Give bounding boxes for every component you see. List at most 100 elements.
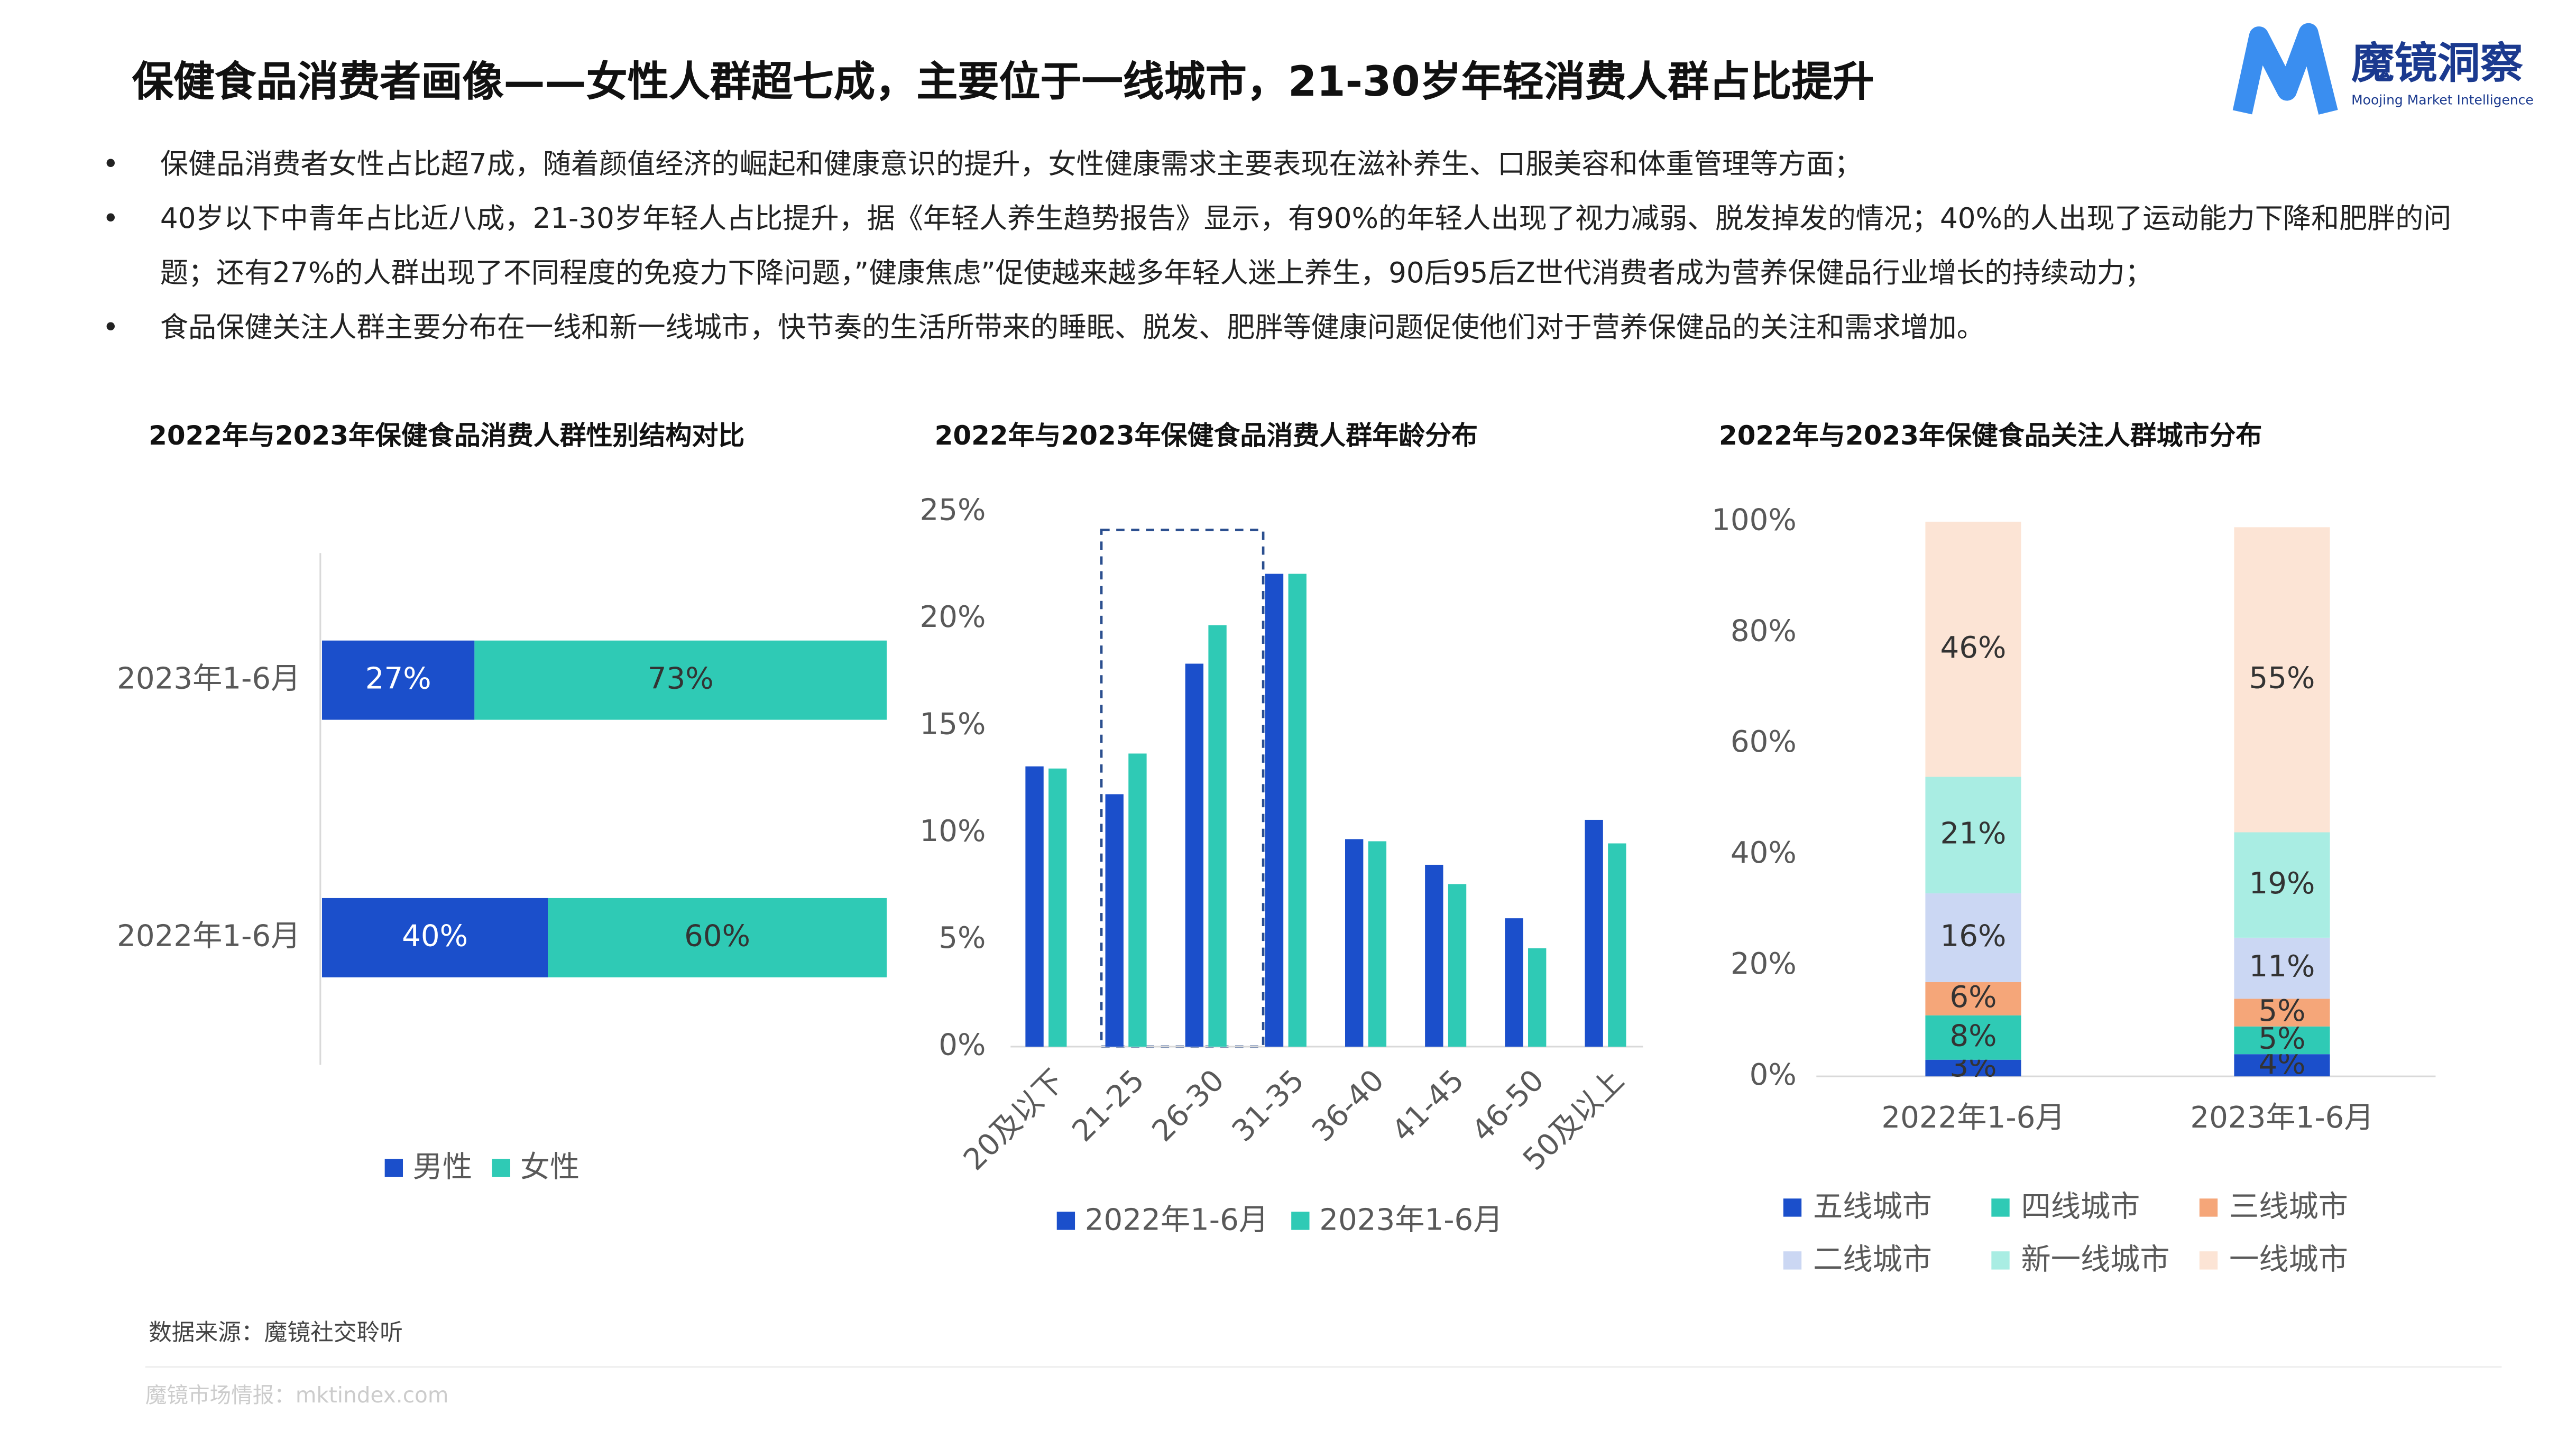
data-label: 8% <box>1949 1019 1997 1053</box>
data-label: 27% <box>365 661 431 696</box>
bar-segment <box>2234 527 2330 833</box>
data-label: 16% <box>1940 919 2007 953</box>
legend-swatch <box>1783 1251 1802 1270</box>
bullet-list: 保健品消费者女性占比超7成，随着颜值经济的崛起和健康意识的提升，女性健康需求主要… <box>103 138 2480 356</box>
bar-segment <box>2234 832 2330 938</box>
legend-label: 一线城市 <box>2229 1243 2348 1277</box>
y-tick-label: 0% <box>1750 1058 1797 1092</box>
bar <box>1288 574 1307 1047</box>
bar <box>1208 625 1227 1047</box>
legend-swatch <box>1291 1212 1310 1230</box>
legend-swatch <box>2199 1198 2218 1217</box>
bar <box>1128 753 1147 1047</box>
bar-segment <box>1925 777 2021 893</box>
legend-swatch <box>384 1159 403 1177</box>
bar <box>1505 918 1523 1047</box>
y-tick-label: 0% <box>939 1028 986 1063</box>
bar <box>1368 841 1387 1047</box>
bar <box>1528 948 1547 1047</box>
data-label: 5% <box>2258 994 2305 1028</box>
bar <box>1265 574 1284 1047</box>
bar-segment <box>1925 521 2021 777</box>
source: 数据来源：魔镜社交聆听 <box>149 1319 403 1346</box>
y-tick-label: 20% <box>1731 947 1797 981</box>
logo-text: 魔镜洞察 <box>2351 39 2524 88</box>
y-tick-label: 100% <box>1712 503 1797 537</box>
x-tick-label: 20及以下 <box>957 1063 1071 1177</box>
legend-swatch <box>492 1159 511 1177</box>
data-label: 6% <box>1949 980 1997 1014</box>
bar-segment <box>1925 1015 2021 1060</box>
slide-title: 保健食品消费者画像——女性人群超七成，主要位于一线城市，21-30岁年轻消费人群… <box>132 58 1874 106</box>
x-tick-label: 41-45 <box>1385 1063 1470 1148</box>
y-tick-label: 10% <box>920 814 986 848</box>
y-tick-label: 20% <box>920 600 986 634</box>
legend-label: 女性 <box>520 1150 579 1185</box>
chart-title: 2022年与2023年保健食品关注人群城市分布 <box>1719 420 2262 451</box>
y-tick-label: 80% <box>1731 614 1797 648</box>
legend-swatch <box>1991 1251 2010 1270</box>
bar-segment <box>548 898 887 977</box>
bar <box>1105 794 1124 1047</box>
bullet: 食品保健关注人群主要分布在一线和新一线城市，快节奏的生活所带来的睡眠、脱发、肥胖… <box>103 302 2480 357</box>
y-tick-label: 5% <box>939 921 986 955</box>
y-tick-label: 2022年1-6月 <box>117 919 300 953</box>
bar-segment <box>474 640 887 720</box>
data-label: 21% <box>1940 816 2007 851</box>
bar-segment <box>321 640 475 720</box>
bar <box>1025 766 1044 1047</box>
chart-title: 2022年与2023年保健食品消费人群性别结构对比 <box>149 420 744 451</box>
x-tick-label: 31-35 <box>1226 1063 1311 1148</box>
footer-site: 魔镜市场情报：mktindex.com <box>145 1382 449 1408</box>
logo-icon <box>2232 23 2338 115</box>
bar-segment <box>2234 1026 2330 1055</box>
x-tick-label: 21-25 <box>1066 1063 1151 1148</box>
legend-label: 2022年1-6月 <box>1085 1203 1268 1237</box>
legend-label: 五线城市 <box>1813 1190 1932 1224</box>
bar-segment <box>2234 937 2330 999</box>
legend-label: 2023年1-6月 <box>1319 1203 1503 1237</box>
bar <box>1608 843 1626 1047</box>
y-tick-label: 2023年1-6月 <box>117 661 300 696</box>
bar-segment <box>2234 1054 2330 1077</box>
bar <box>1425 864 1443 1047</box>
legend-label: 男性 <box>413 1150 472 1185</box>
highlight-box <box>1100 529 1265 1048</box>
bar-segment <box>1925 982 2021 1015</box>
bar <box>1345 839 1364 1047</box>
data-label: 73% <box>648 661 714 696</box>
data-label: 55% <box>2249 661 2315 696</box>
data-label: 40% <box>402 919 468 953</box>
bar <box>1448 884 1467 1047</box>
bar <box>1048 768 1067 1047</box>
bar <box>1585 819 1603 1047</box>
bullet: 保健品消费者女性占比超7成，随着颜值经济的崛起和健康意识的提升，女性健康需求主要… <box>103 138 2480 193</box>
x-tick-label: 2023年1-6月 <box>2190 1101 2373 1135</box>
data-label: 11% <box>2249 949 2315 984</box>
y-tick-label: 15% <box>920 707 986 741</box>
legend-swatch <box>1783 1198 1802 1217</box>
data-label: 19% <box>2249 866 2315 901</box>
legend-swatch <box>1991 1198 2010 1217</box>
x-tick-label: 26-30 <box>1146 1063 1231 1148</box>
x-tick-label: 36-40 <box>1305 1063 1391 1148</box>
legend-swatch <box>1056 1212 1075 1230</box>
legend-label: 四线城市 <box>2021 1190 2140 1224</box>
bar-segment <box>1925 893 2021 982</box>
y-tick-label: 25% <box>920 493 986 528</box>
bar-segment <box>2234 999 2330 1027</box>
data-label: 46% <box>1940 631 2007 665</box>
data-label: 5% <box>2258 1022 2305 1056</box>
legend-label: 三线城市 <box>2229 1190 2348 1224</box>
legend-label: 新一线城市 <box>2021 1243 2170 1277</box>
bar-segment <box>1925 1059 2021 1077</box>
chart-title: 2022年与2023年保健食品消费人群年龄分布 <box>935 420 1478 451</box>
legend-swatch <box>2199 1251 2218 1270</box>
y-tick-label: 40% <box>1731 836 1797 870</box>
data-label: 60% <box>684 919 750 953</box>
bullet: 40岁以下中青年占比近八成，21-30岁年轻人占比提升，据《年轻人养生趋势报告》… <box>103 193 2480 302</box>
bar-segment <box>321 898 548 977</box>
